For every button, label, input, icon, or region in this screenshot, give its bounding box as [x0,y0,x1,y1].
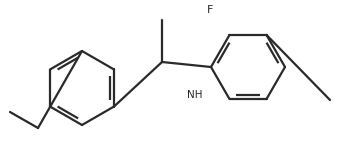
Text: NH: NH [187,90,203,100]
Text: F: F [207,5,213,15]
